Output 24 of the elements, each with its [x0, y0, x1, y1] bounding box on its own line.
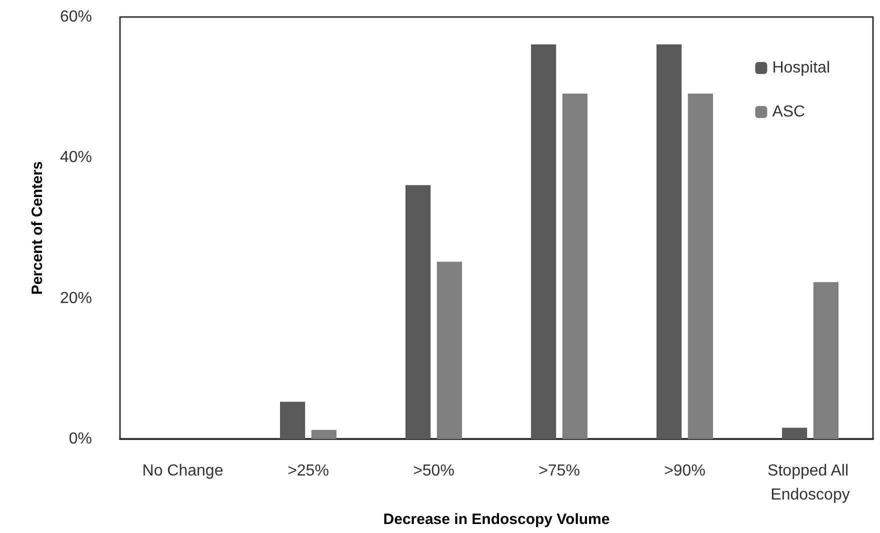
y-tick-label: 40%	[60, 149, 92, 166]
bar	[531, 44, 556, 439]
legend-label: Hospital	[772, 60, 830, 76]
bar	[562, 94, 588, 439]
y-tick-label: 0%	[68, 430, 92, 448]
x-tick-label: >75%	[538, 462, 580, 480]
y-tick-label: 20%	[60, 290, 92, 307]
bar	[406, 185, 431, 439]
bar	[280, 402, 306, 439]
bar	[656, 44, 682, 439]
bar	[782, 428, 808, 439]
x-axis-title: Decrease in Endoscopy Volume	[383, 510, 610, 528]
y-tick-label: 60%	[60, 8, 92, 26]
x-tick-label: >50%	[413, 462, 454, 480]
x-tick-label: Stopped All Endoscopy	[768, 462, 853, 504]
bar	[813, 282, 838, 439]
x-tick-label: >25%	[288, 462, 329, 480]
y-axis-title: Percent of Centers	[29, 161, 46, 295]
x-tick-label: >90%	[664, 462, 706, 480]
legend-label: ASC	[772, 104, 806, 120]
bar	[436, 262, 462, 439]
bar	[311, 430, 336, 439]
bar	[688, 94, 713, 439]
x-tick-label: No Change	[142, 462, 224, 480]
